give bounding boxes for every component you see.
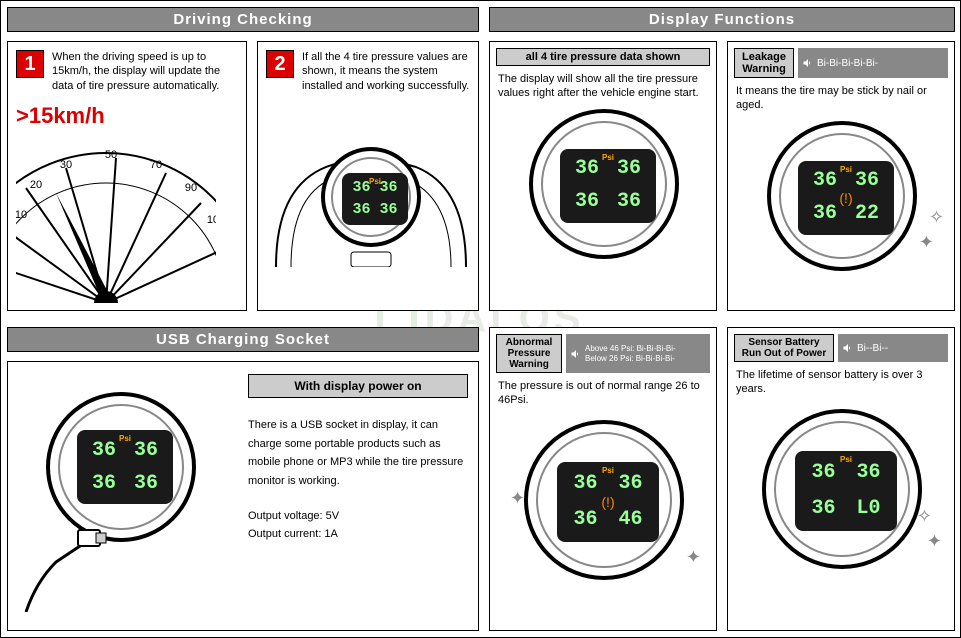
p3-sound-text: Above 46 Psi: Bi-Bi-Bi-Bi- Below 26 Psi:… — [585, 344, 676, 363]
tire-br: 22 — [855, 204, 879, 224]
usb-outv: Output voltage: 5V — [248, 509, 468, 523]
usb-text: There is a USB socket in display, it can… — [248, 416, 468, 491]
usb-header: USB Charging Socket — [7, 327, 479, 352]
tpms-warning-icon: (!) — [839, 190, 852, 206]
install-diagram: Psi 36 36 36 36 — [266, 97, 470, 267]
tire-bl: 36 — [352, 202, 370, 217]
tire-tl: 36 — [813, 171, 837, 191]
p1-header: all 4 tire pressure data shown — [496, 48, 710, 66]
p2-header: Leakage Warning — [734, 48, 794, 78]
tire-tr: 36 — [856, 463, 880, 483]
tire-tr: 36 — [855, 171, 879, 191]
tire-br: 36 — [617, 192, 641, 212]
step-2-text: If all the 4 tire pressure values are sh… — [302, 50, 470, 93]
tire-bl: 36 — [575, 192, 599, 212]
speaker-icon — [802, 57, 814, 69]
p4-text: The lifetime of sensor battery is over 3… — [728, 368, 954, 397]
speaker-icon — [842, 342, 854, 354]
p2-sound: Bi-Bi-Bi-Bi-Bi- — [798, 48, 948, 78]
tire-bl: 36 — [811, 499, 835, 519]
tire-bl: 36 — [573, 510, 597, 530]
p4-header: Sensor Battery Run Out of Power — [734, 334, 834, 362]
display-panel-1: all 4 tire pressure data shown The displ… — [489, 41, 717, 311]
psi-label: Psi — [840, 165, 852, 174]
svg-text:20: 20 — [30, 179, 42, 191]
flash-icon: ✦ — [686, 547, 701, 568]
display-panel-3: Abnormal Pressure Warning Above 46 Psi: … — [489, 327, 717, 631]
p2-text: It means the tire may be stick by nail o… — [728, 84, 954, 113]
tire-tl: 36 — [352, 180, 370, 195]
psi-label: Psi — [602, 466, 614, 475]
psi-label: Psi — [602, 153, 614, 162]
tire-bl: 36 — [813, 204, 837, 224]
p2-sound-text: Bi-Bi-Bi-Bi-Bi- — [817, 58, 878, 69]
step-2-box: 2 — [266, 50, 294, 78]
speaker-icon — [570, 348, 582, 360]
tpms-warning-icon: (!) — [601, 494, 614, 510]
tire-tr: 36 — [618, 474, 642, 494]
flash-icon: ✧ — [929, 207, 944, 228]
tire-tr: 36 — [617, 159, 641, 179]
usb-outc: Output current: 1A — [248, 527, 468, 541]
usb-panel: Psi 36 36 36 36 With display power on Th… — [7, 361, 479, 631]
usb-subtitle: With display power on — [248, 374, 468, 398]
p3-header: Abnormal Pressure Warning — [496, 334, 562, 373]
svg-text:70: 70 — [150, 159, 162, 171]
tire-br: L0 — [856, 499, 880, 519]
driving-header: Driving Checking — [7, 7, 479, 32]
driving-panel-2: 2 If all the 4 tire pressure values are … — [257, 41, 479, 311]
step-1-text: When the driving speed is up to 15km/h, … — [52, 50, 238, 93]
p1-text: The display will show all the tire press… — [490, 72, 716, 101]
display-panel-2: Leakage Warning Bi-Bi-Bi-Bi-Bi- It means… — [727, 41, 955, 311]
display-header: Display Functions — [489, 7, 955, 32]
usb-diagram: Psi 36 36 36 36 — [16, 382, 236, 612]
tire-tl: 36 — [811, 463, 835, 483]
svg-text:30: 30 — [60, 159, 72, 171]
svg-text:50: 50 — [105, 149, 117, 161]
psi-label: Psi — [840, 455, 852, 464]
psi-label: Psi — [369, 177, 381, 186]
p3-sound: Above 46 Psi: Bi-Bi-Bi-Bi- Below 26 Psi:… — [566, 334, 710, 373]
svg-text:90: 90 — [185, 182, 197, 194]
svg-text:10: 10 — [16, 209, 27, 221]
tire-tr: 36 — [379, 180, 397, 195]
flash-icon: ✦ — [927, 531, 942, 552]
driving-panel-1: 1 When the driving speed is up to 15km/h… — [7, 41, 247, 311]
tire-br: 46 — [618, 510, 642, 530]
speedometer-diagram: 102030 507090 100120 — [16, 133, 216, 313]
tire-tl: 36 — [573, 474, 597, 494]
flash-icon: ✦ — [919, 232, 934, 253]
p4-sound-text: Bi--Bi-- — [857, 343, 888, 354]
tire-br: 36 — [379, 202, 397, 217]
p4-sound: Bi--Bi-- — [838, 334, 948, 362]
tire-tl: 36 — [575, 159, 599, 179]
display-panel-4: Sensor Battery Run Out of Power Bi--Bi--… — [727, 327, 955, 631]
speed-threshold: >15km/h — [16, 103, 238, 129]
flash-icon: ✦ — [510, 488, 525, 509]
flash-icon: ✧ — [917, 506, 932, 527]
step-1-box: 1 — [16, 50, 44, 78]
p3-text: The pressure is out of normal range 26 t… — [490, 379, 716, 408]
svg-text:100: 100 — [207, 214, 216, 226]
